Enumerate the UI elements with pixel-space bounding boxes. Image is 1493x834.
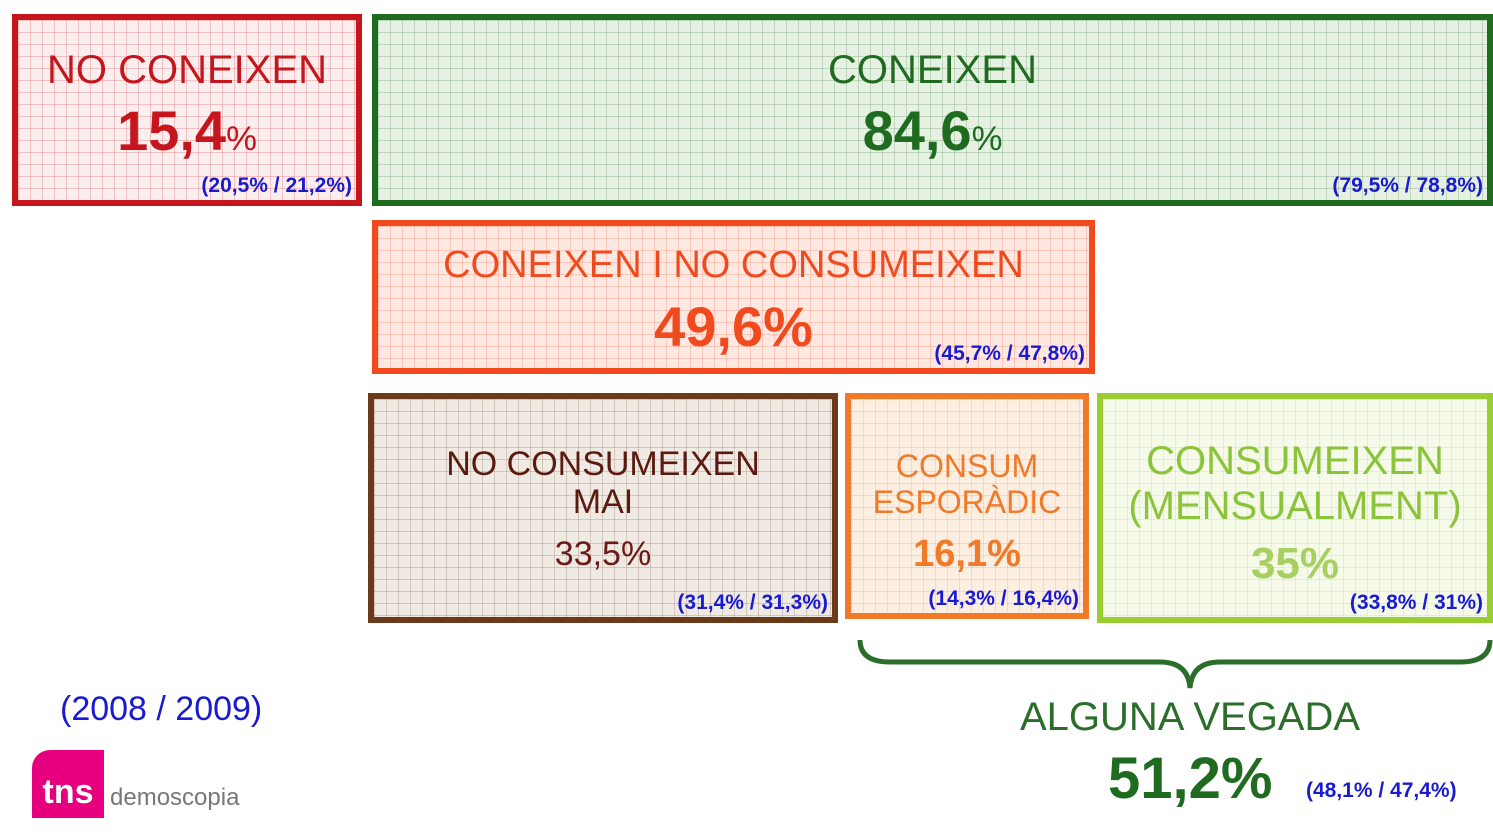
box-value: 15,4% — [18, 98, 356, 163]
value-unit: % — [971, 120, 1003, 158]
label-line: MAI — [572, 483, 634, 522]
summary-label: ALGUNA VEGADA — [1019, 695, 1361, 739]
value-number: 16,1% — [913, 533, 1021, 575]
box-comparison: (14,3% / 16,4%) — [928, 587, 1079, 610]
label-line: CONSUM — [895, 448, 1039, 484]
category-box: NO CONEIXEN 15,4% (20,5% / 21,2%) — [12, 14, 362, 206]
summary-comparison: (48,1% / 47,4%) — [1306, 779, 1457, 802]
value-number: 15,4 — [117, 99, 227, 162]
value-number: 33,5% — [554, 535, 652, 573]
box-label: CONEIXEN — [378, 48, 1487, 93]
box-comparison: (79,5% / 78,8%) — [1332, 174, 1483, 197]
box-comparison: (20,5% / 21,2%) — [201, 174, 352, 197]
value-number: 84,6 — [862, 99, 972, 162]
logo-text: demoscopia — [110, 784, 240, 811]
label-line: CONEIXEN I NO CONSUMEIXEN — [443, 244, 1024, 286]
value-number: 49,6% — [654, 295, 813, 358]
label-line: CONEIXEN — [828, 48, 1037, 92]
value-number: 35% — [1250, 539, 1340, 588]
label-line: CONSUMEIXEN — [1146, 439, 1444, 483]
box-value: 16,1% — [851, 533, 1083, 576]
logo: tns demoscopia — [32, 750, 239, 818]
label-line: NO CONSUMEIXEN — [446, 445, 760, 483]
category-box: CONEIXEN I NO CONSUMEIXEN 49,6% (45,7% / 4… — [372, 220, 1095, 374]
category-box: NO CONSUMEIXEN MAI 33,5% (31,4% / 31,3%) — [368, 393, 838, 623]
label-line: NO CONEIXEN — [46, 48, 328, 92]
box-label: CONEIXEN I NO CONSUMEIXEN — [378, 244, 1089, 287]
legend: (2008 / 2009) — [60, 690, 263, 728]
brace — [857, 639, 1493, 689]
logo-mark: tns — [32, 750, 104, 818]
value-unit: % — [226, 120, 257, 158]
box-label: CONSUM ESPORÀDIC — [851, 448, 1083, 521]
box-label: CONSUMEIXEN (MENSUALMENT) — [1103, 439, 1487, 529]
category-box: CONEIXEN 84,6% (79,5% / 78,8%) — [372, 14, 1493, 206]
category-box: CONSUMEIXEN (MENSUALMENT) 35% (33,8% / 31%) — [1097, 393, 1493, 623]
category-box: CONSUM ESPORÀDIC 16,1% (14,3% / 16,4%) — [845, 393, 1089, 619]
box-value: 49,6% — [378, 294, 1089, 359]
summary: ALGUNA VEGADA 51,2% (48,1% / 47,4%) — [960, 695, 1493, 818]
box-value: 35% — [1103, 539, 1487, 589]
box-label: NO CONEIXEN — [18, 48, 356, 93]
summary-value: 51,2% — [1108, 746, 1273, 811]
box-value: 84,6% — [378, 98, 1487, 163]
box-comparison: (33,8% / 31%) — [1349, 591, 1483, 614]
box-comparison: (31,4% / 31,3%) — [677, 591, 828, 614]
box-label: NO CONSUMEIXEN MAI — [374, 445, 832, 521]
label-line: ESPORÀDIC — [872, 483, 1062, 520]
box-value: 33,5% — [374, 535, 832, 574]
box-comparison: (45,7% / 47,8%) — [934, 342, 1085, 365]
label-line: (MENSUALMENT) — [1128, 483, 1462, 528]
